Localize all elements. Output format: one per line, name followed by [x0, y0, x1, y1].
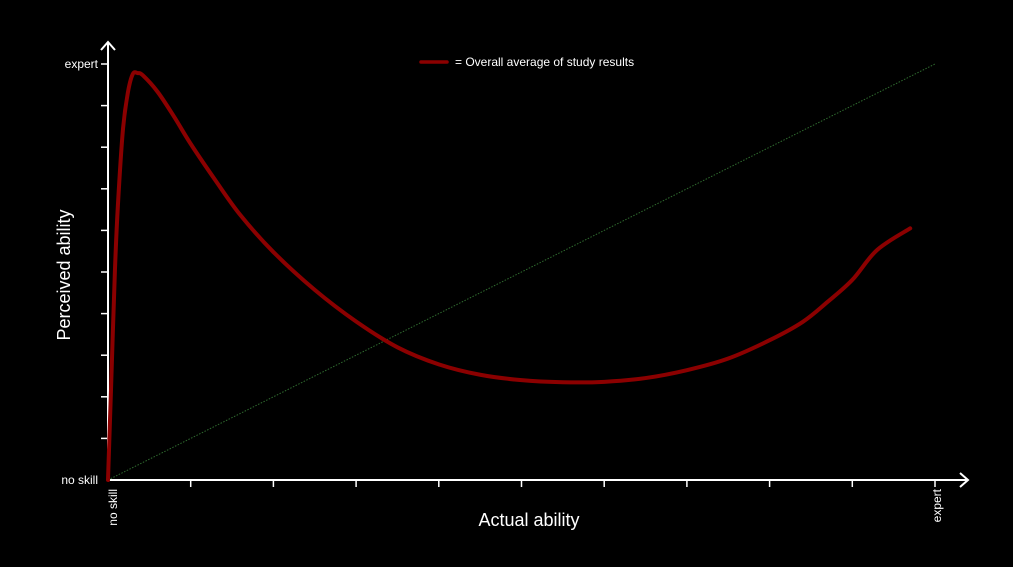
- study-results-curve: [106, 70, 913, 482]
- x-tick-label-max: expert: [930, 488, 944, 522]
- y-tick-label-max: expert: [65, 57, 99, 71]
- legend: = Overall average of study results: [419, 55, 634, 69]
- x-axis-title: Actual ability: [478, 510, 579, 530]
- reference-diagonal-line: [107, 63, 936, 481]
- x-ticks: [189, 480, 936, 487]
- y-tick-label-min: no skill: [61, 473, 98, 487]
- y-axis-title: Perceived ability: [54, 209, 74, 340]
- x-tick-label-min: no skill: [106, 489, 120, 526]
- y-axis-arrow-icon: [100, 40, 116, 51]
- axes: [100, 40, 970, 488]
- legend-label: = Overall average of study results: [455, 55, 634, 69]
- y-ticks: [101, 63, 108, 440]
- series-layer: [106, 63, 936, 482]
- x-axis-arrow-icon: [959, 472, 970, 488]
